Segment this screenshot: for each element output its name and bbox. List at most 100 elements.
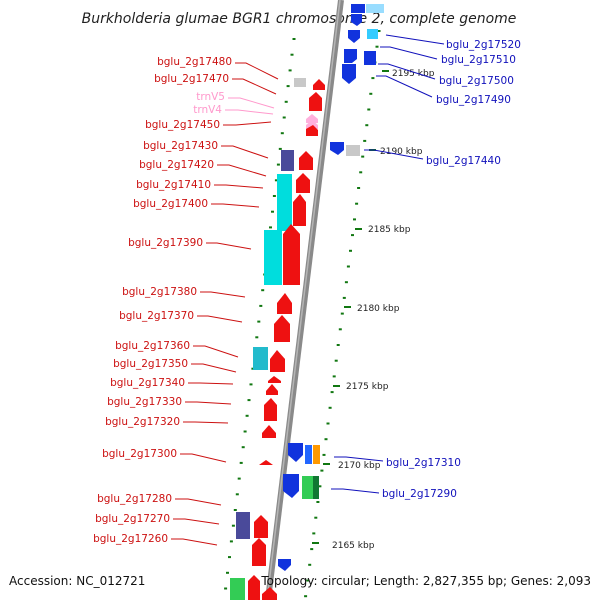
gene-label-group[interactable]: bglu_2g17440 xyxy=(364,149,501,167)
minor-tick xyxy=(338,328,342,331)
gene-label-group[interactable]: bglu_2g17360 xyxy=(115,340,239,358)
minor-tick xyxy=(251,367,255,370)
minor-tick xyxy=(306,579,310,582)
minor-tick xyxy=(328,406,332,409)
kbp-tick xyxy=(344,306,351,308)
gene-label-group[interactable]: bglu_2g17380 xyxy=(122,286,246,298)
gene-label-group[interactable]: bglu_2g17510 xyxy=(380,46,516,66)
gene-label[interactable]: bglu_2g17500 xyxy=(439,75,514,87)
gene-label-group[interactable]: bglu_2g17500 xyxy=(378,63,514,87)
gene-label[interactable]: bglu_2g17270 xyxy=(95,513,170,525)
gene-label[interactable]: bglu_2g17310 xyxy=(386,457,461,469)
gene-label-group[interactable]: bglu_2g17450 xyxy=(145,119,272,131)
gene-box xyxy=(305,445,312,464)
trna-arrow xyxy=(306,114,318,123)
gene-arrow xyxy=(348,30,360,43)
minor-tick xyxy=(249,383,253,386)
gene-label[interactable]: bglu_2g17350 xyxy=(113,358,188,370)
gene-leader-line xyxy=(200,291,246,298)
minor-tick xyxy=(351,234,354,237)
trna-label[interactable]: trnV4 xyxy=(193,104,222,116)
gene-arrow xyxy=(351,14,362,26)
minor-tick xyxy=(346,265,350,268)
gene-label-group[interactable]: bglu_2g17470 xyxy=(154,73,277,95)
gene-label[interactable]: bglu_2g17340 xyxy=(110,377,185,389)
gene-label[interactable]: bglu_2g17490 xyxy=(436,94,511,106)
minor-tick xyxy=(278,147,282,150)
gene-label[interactable]: bglu_2g17510 xyxy=(441,54,516,66)
gene-arrow xyxy=(296,173,310,193)
gene-label-group[interactable]: bglu_2g17290 xyxy=(331,488,457,500)
gene-arrow xyxy=(266,384,278,395)
minor-tick xyxy=(316,501,320,503)
gene-label-group[interactable]: bglu_2g17340 xyxy=(110,377,234,389)
gene-label-group[interactable]: bglu_2g17480 xyxy=(157,56,279,80)
gene-label-group[interactable]: bglu_2g17490 xyxy=(376,75,511,106)
gene-label-group[interactable]: bglu_2g17520 xyxy=(385,34,521,51)
gene-label-group[interactable]: bglu_2g17330 xyxy=(107,396,232,408)
gene-arrow xyxy=(299,151,313,170)
gene-label-group[interactable]: bglu_2g17310 xyxy=(334,456,461,469)
gene-label[interactable]: bglu_2g17330 xyxy=(107,396,182,408)
kbp-tick xyxy=(323,463,330,465)
gene-arrow xyxy=(274,315,290,342)
gene-label-group[interactable]: bglu_2g17280 xyxy=(97,493,222,506)
gene-label-group[interactable]: bglu_2g17350 xyxy=(113,358,237,373)
gene-leader-line xyxy=(225,109,274,115)
gene-label-group[interactable]: bglu_2g17270 xyxy=(95,513,220,525)
gene-label[interactable]: bglu_2g17400 xyxy=(133,198,208,210)
gene-label-group[interactable]: bglu_2g17430 xyxy=(143,140,269,159)
minor-tick xyxy=(349,249,352,252)
gene-label[interactable]: bglu_2g17300 xyxy=(102,448,177,460)
gene-label[interactable]: bglu_2g17470 xyxy=(154,73,229,85)
gene-box xyxy=(294,78,306,87)
gene-arrow xyxy=(248,575,260,600)
minor-tick xyxy=(239,461,243,464)
minor-tick xyxy=(353,218,356,221)
minor-tick xyxy=(292,38,296,40)
minor-tick xyxy=(342,296,346,299)
gene-arrow xyxy=(283,474,299,498)
gene-leader-line xyxy=(206,242,252,250)
gene-label[interactable]: bglu_2g17390 xyxy=(128,237,203,249)
gene-label[interactable]: bglu_2g17320 xyxy=(105,416,180,428)
gene-label-group[interactable]: bglu_2g17320 xyxy=(105,416,229,428)
gene-label[interactable]: bglu_2g17450 xyxy=(145,119,220,131)
gene-label[interactable]: bglu_2g17370 xyxy=(119,310,194,322)
gene-arrow xyxy=(278,559,291,571)
gene-label[interactable]: bglu_2g17410 xyxy=(136,179,211,191)
gene-leader-line xyxy=(183,421,229,424)
kbp-scale: 2195 kbp 2190 kbp 2185 kbp 2180 kbp 2175… xyxy=(312,69,435,551)
gene-label-group[interactable]: bglu_2g17300 xyxy=(102,448,227,463)
gene-label-group[interactable]: bglu_2g17260 xyxy=(93,533,218,546)
gene-label[interactable]: bglu_2g17440 xyxy=(426,155,501,167)
gene-leader-line xyxy=(334,456,384,462)
minor-tick xyxy=(269,226,272,229)
minor-tick xyxy=(284,100,288,103)
minor-tick xyxy=(274,179,278,182)
gene-label[interactable]: bglu_2g17430 xyxy=(143,140,218,152)
gene-label[interactable]: bglu_2g17380 xyxy=(122,286,197,298)
minor-tick xyxy=(310,548,314,551)
gene-label-group[interactable]: bglu_2g17370 xyxy=(119,310,243,323)
minor-tick xyxy=(282,116,286,119)
gene-label-group[interactable]: trnV4 xyxy=(193,104,274,116)
trna-label[interactable]: trnV5 xyxy=(196,91,225,103)
gene-label[interactable]: bglu_2g17480 xyxy=(157,56,232,68)
gene-label-group[interactable]: bglu_2g17420 xyxy=(139,159,267,177)
gene-label-group[interactable]: trnV5 xyxy=(196,91,275,109)
gene-label[interactable]: bglu_2g17260 xyxy=(93,533,168,545)
gene-label[interactable]: bglu_2g17280 xyxy=(97,493,172,505)
gene-leader-line xyxy=(380,46,438,60)
kbp-label: 2165 kbp xyxy=(332,541,375,551)
gene-label[interactable]: bglu_2g17290 xyxy=(382,488,457,500)
gene-label[interactable]: bglu_2g17420 xyxy=(139,159,214,171)
minor-tick xyxy=(318,485,322,488)
minor-tick xyxy=(243,430,247,433)
gene-label[interactable]: bglu_2g17520 xyxy=(446,39,521,51)
gene-leader-line xyxy=(193,345,239,358)
gene-label[interactable]: bglu_2g17360 xyxy=(115,340,190,352)
gene-label-group[interactable]: bglu_2g17410 xyxy=(136,179,264,191)
gene-label-group[interactable]: bglu_2g17400 xyxy=(133,198,260,210)
gene-label-group[interactable]: bglu_2g17390 xyxy=(128,237,252,250)
